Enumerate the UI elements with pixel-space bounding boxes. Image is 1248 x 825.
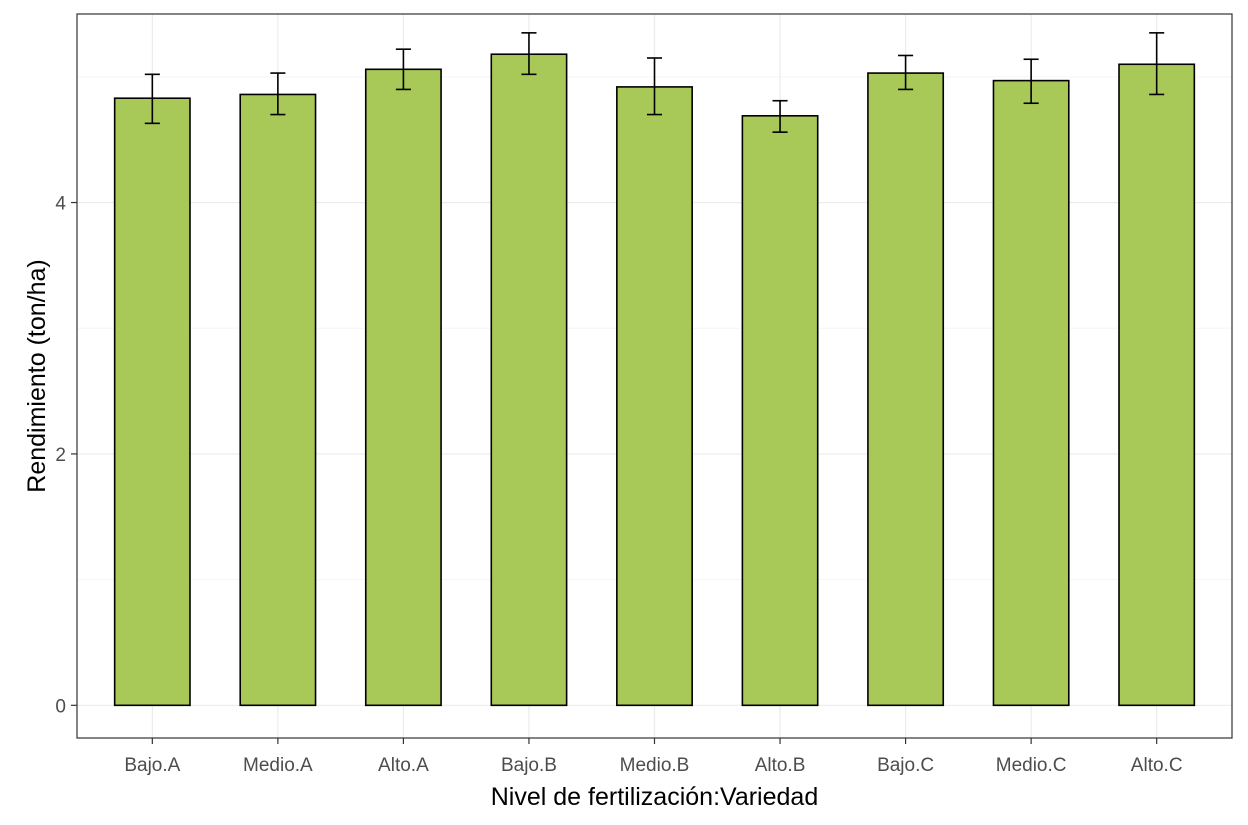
y-tick-label: 4	[55, 194, 66, 215]
y-axis-title: Rendimiento (ton/ha)	[23, 259, 51, 492]
bar	[239, 93, 317, 707]
x-tick-label: Medio.C	[996, 755, 1067, 776]
x-axis: Bajo.A Medio.A Alto.A Bajo.B Medio.B Alto.B Ba…	[124, 738, 1183, 776]
x-tick-label: Alto.B	[755, 755, 806, 776]
error-bars-group	[144, 32, 1165, 133]
y-axis: 0 2 4	[55, 194, 77, 717]
x-tick-label: Alto.A	[378, 755, 429, 776]
bar	[490, 53, 568, 707]
bar	[113, 97, 191, 707]
bar	[992, 79, 1070, 707]
bars-group	[113, 53, 1196, 707]
x-tick-label: Bajo.A	[124, 755, 180, 776]
x-tick-label: Medio.A	[243, 755, 313, 776]
bar	[1118, 63, 1196, 707]
y-tick-label: 2	[55, 445, 66, 466]
bar	[364, 68, 442, 707]
x-axis-title: Nivel de fertilización:Variedad	[491, 783, 818, 811]
bar	[741, 115, 819, 707]
x-tick-label: Medio.B	[620, 755, 690, 776]
bar	[867, 72, 945, 707]
x-tick-label: Bajo.C	[877, 755, 934, 776]
y-tick-label: 0	[55, 696, 66, 717]
bar	[616, 86, 693, 707]
x-tick-label: Alto.C	[1131, 755, 1183, 776]
x-tick-label: Bajo.B	[501, 755, 557, 776]
